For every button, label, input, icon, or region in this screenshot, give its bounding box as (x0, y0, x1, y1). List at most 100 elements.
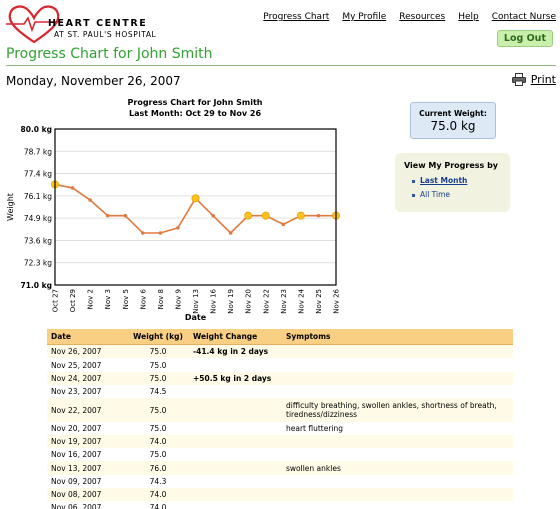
chart-title: Progress Chart for John Smith (128, 98, 263, 107)
weight-log-table: Date Weight (kg) Weight Change Symptoms … (47, 329, 513, 509)
current-weight-label: Current Weight: (419, 109, 487, 118)
table-row: Nov 22, 2007 75.0 difficulty breathing, sw… (47, 398, 513, 422)
column-header-symptoms: Symptoms (282, 329, 513, 345)
view-progress-heading: View My Progress by (404, 161, 499, 170)
y-tick-label: 72.3 kg (24, 259, 52, 268)
x-tick-label: Oct 27 (52, 289, 60, 312)
nav-contact-nurse[interactable]: Contact Nurse (491, 12, 556, 22)
cell-symptoms (282, 372, 513, 385)
data-point (123, 213, 128, 218)
table-row: Nov 25, 2007 75.0 (47, 358, 513, 372)
x-tick-label: Nov 6 (139, 288, 147, 309)
data-point (211, 213, 215, 218)
x-tick-label: Nov 2 (87, 289, 95, 309)
cell-symptoms: heart fluttering (282, 422, 513, 435)
column-header-date: Date (47, 329, 127, 345)
nav-my-profile[interactable]: My Profile (342, 12, 387, 22)
cell-date: Nov 26, 2007 (47, 344, 127, 358)
y-tick-label: 76.1 kg (24, 192, 52, 201)
y-tick-label: 80.0 kg (21, 125, 52, 134)
highlighted-data-point (244, 211, 253, 220)
table-row: Nov 16, 2007 75.0 (47, 448, 513, 461)
cell-symptoms (282, 448, 513, 461)
data-point (70, 186, 75, 190)
table-row: Nov 24, 2007 75.0 +50.5 kg in 2 days (47, 372, 513, 385)
cell-symptoms (282, 475, 513, 488)
cell-date: Nov 22, 2007 (47, 398, 127, 422)
date-heading: Monday, November 26, 2007 (6, 74, 181, 88)
cell-date: Nov 13, 2007 (47, 461, 127, 475)
x-tick-label: Nov 20 (245, 289, 253, 314)
cell-date: Nov 25, 2007 (47, 358, 127, 372)
chart-x-axis-label: Date (185, 313, 207, 322)
cell-date: Nov 23, 2007 (47, 385, 127, 398)
x-tick-label: Nov 16 (210, 288, 218, 313)
cell-weight: 74.5 (127, 385, 189, 398)
all-time-link[interactable]: All Time (420, 190, 451, 199)
cell-weight-change (189, 398, 282, 422)
x-tick-label: Nov 22 (262, 289, 270, 314)
cell-weight-change: +50.5 kg in 2 days (189, 372, 282, 385)
table-row: Nov 23, 2007 74.5 (47, 385, 513, 398)
cell-symptoms: difficulty breathing, swollen ankles, sh… (282, 398, 513, 422)
x-tick-label: Nov 23 (280, 289, 288, 314)
cell-weight: 74.0 (127, 501, 189, 509)
y-tick-label: 78.7 kg (24, 147, 52, 156)
nav-help[interactable]: Help (458, 12, 479, 22)
cell-weight-change (189, 358, 282, 372)
data-point (316, 213, 321, 218)
highlighted-data-point (261, 211, 270, 220)
chart-x-ticks: Oct 27 Oct 29 Nov 2 Nov 3 Nov 5 Nov 6 Nov 8 Nov… (52, 288, 341, 313)
logo-subtitle: AT ST. PAUL'S HOSPITAL (54, 30, 157, 39)
logo[interactable]: HEART CENTRE AT ST. PAUL'S HOSPITAL (4, 2, 164, 46)
chart-y-ticks: 80.0 kg 78.7 kg 77.4 kg 76.1 kg 74.9 kg 73.6 … (21, 125, 53, 290)
x-tick-label: Nov 19 (227, 289, 235, 314)
cell-symptoms (282, 385, 513, 398)
cell-weight-change (189, 461, 282, 475)
cell-weight: 75.0 (127, 398, 189, 422)
cell-weight: 75.0 (127, 422, 189, 435)
last-month-link[interactable]: Last Month (420, 176, 468, 185)
y-tick-label: 73.6 kg (24, 236, 52, 245)
x-tick-label: Nov 26 (333, 288, 341, 313)
top-navigation: Progress Chart My Profile Resources Help… (263, 12, 556, 22)
data-point (141, 231, 145, 235)
cell-weight-change (189, 488, 282, 501)
x-tick-label: Nov 24 (297, 288, 305, 313)
cell-date: Nov 19, 2007 (47, 435, 127, 448)
progress-option-all-time: All Time (412, 190, 501, 199)
column-header-weight-change: Weight Change (189, 329, 282, 345)
data-point (281, 222, 286, 227)
x-tick-label: Nov 25 (315, 289, 323, 314)
y-tick-label: 74.9 kg (24, 214, 52, 223)
y-tick-label: 77.4 kg (24, 170, 52, 179)
cell-symptoms (282, 488, 513, 501)
view-progress-panel: View My Progress by Last Month All Time (395, 153, 510, 212)
cell-weight: 76.0 (127, 461, 189, 475)
cell-weight-change (189, 475, 282, 488)
table-row: Nov 19, 2007 74.0 (47, 435, 513, 448)
cell-date: Nov 16, 2007 (47, 448, 127, 461)
heart-logo-icon (6, 5, 62, 44)
table-row: Nov 26, 2007 75.0 -41.4 kg in 2 days (47, 344, 513, 358)
bullet-icon (412, 179, 415, 183)
logout-button[interactable]: Log Out (496, 30, 553, 47)
cell-weight: 75.0 (127, 372, 189, 385)
cell-symptoms (282, 435, 513, 448)
table-row: Nov 13, 2007 76.0 swollen ankles (47, 461, 513, 475)
chart-plot-frame (54, 128, 337, 286)
table-row: Nov 08, 2007 74.0 (47, 488, 513, 501)
data-point (105, 213, 110, 218)
table-row: Nov 09, 2007 74.3 (47, 475, 513, 488)
print-button[interactable]: Print (511, 73, 556, 86)
highlighted-data-point (296, 211, 305, 220)
cell-weight-change (189, 435, 282, 448)
cell-date: Nov 06, 2007 (47, 501, 127, 509)
logo-title: HEART CENTRE (48, 18, 148, 29)
cell-weight: 74.3 (127, 475, 189, 488)
nav-resources[interactable]: Resources (399, 12, 446, 22)
nav-progress-chart[interactable]: Progress Chart (263, 12, 330, 22)
current-weight-value: 75.0 kg (430, 119, 476, 133)
x-tick-label: Oct 29 (69, 289, 77, 312)
table-row: Nov 06, 2007 74.0 (47, 501, 513, 509)
